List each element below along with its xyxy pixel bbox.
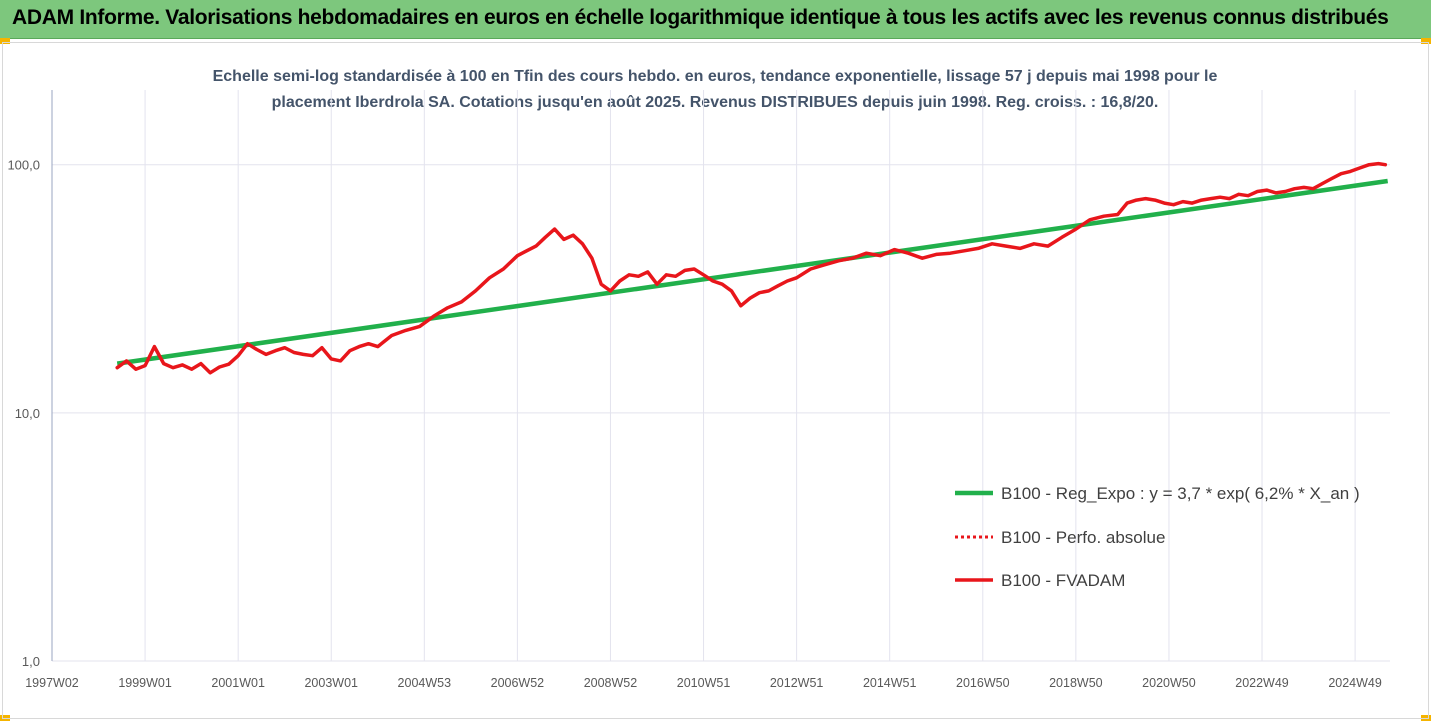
x-tick-label: 2012W51 <box>770 676 824 690</box>
corner-marker-right <box>1421 38 1431 44</box>
fvadam-series-line <box>115 161 1388 375</box>
x-tick-label: 2008W52 <box>584 676 638 690</box>
x-tick-label: 2006W52 <box>491 676 545 690</box>
legend-label: B100 - Perfo. absolue <box>1001 528 1165 547</box>
report-banner: ADAM Informe. Valorisations hebdomadaire… <box>0 0 1431 39</box>
corner-marker-left <box>0 38 10 44</box>
x-tick-label: 2022W49 <box>1235 676 1289 690</box>
x-tick-label: 2010W51 <box>677 676 731 690</box>
x-tick-label: 2020W50 <box>1142 676 1196 690</box>
x-tick-label: 2018W50 <box>1049 676 1103 690</box>
chart-title-line-2: placement Iberdrola SA. Cotations jusqu'… <box>271 94 1159 111</box>
x-tick-label: 2003W01 <box>304 676 358 690</box>
x-tick-label: 2016W50 <box>956 676 1010 690</box>
x-tick-label: 1999W01 <box>118 676 172 690</box>
x-tick-label: 2014W51 <box>863 676 917 690</box>
y-tick-label: 10,0 <box>15 406 40 421</box>
chart-title-line-1: Echelle semi-log standardisée à 100 en T… <box>212 68 1218 85</box>
chart-area <box>2 42 1429 719</box>
chart-title: Echelle semi-log standardisée à 100 en T… <box>150 64 1280 116</box>
legend-label: B100 - Reg_Expo : y = 3,7 * exp( 6,2% * … <box>1001 484 1360 503</box>
x-tick-label: 2001W01 <box>211 676 265 690</box>
regression-trend-line <box>116 178 1389 366</box>
y-tick-label: 1,0 <box>22 654 40 669</box>
x-tick-label: 1997W02 <box>25 676 79 690</box>
x-tick-label: 2024W49 <box>1328 676 1382 690</box>
legend-label: B100 - FVADAM <box>1001 571 1125 590</box>
report-title: ADAM Informe. Valorisations hebdomadaire… <box>12 6 1389 29</box>
x-tick-label: 2004W53 <box>398 676 452 690</box>
y-tick-label: 100,0 <box>7 158 40 173</box>
